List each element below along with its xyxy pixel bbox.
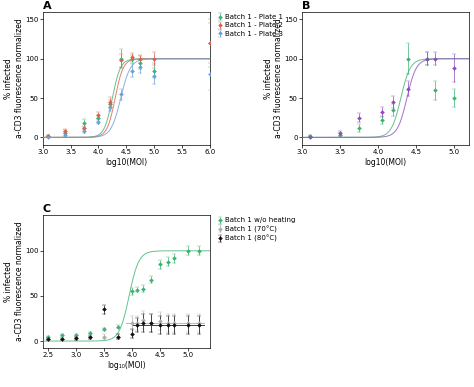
Legend: Batch 1 w/o heating, Batch 1 (70°C), Batch 1 (80°C): Batch 1 w/o heating, Batch 1 (70°C), Bat… (213, 215, 298, 245)
Text: C: C (43, 204, 51, 214)
Text: B: B (302, 1, 310, 11)
Legend: Batch 1, Batch 2: Batch 1, Batch 2 (473, 12, 474, 31)
X-axis label: log₁₀(MOI): log₁₀(MOI) (107, 361, 146, 370)
Y-axis label: % infected
a-CD3 fluorescence normalized: % infected a-CD3 fluorescence normalized (4, 19, 24, 138)
Y-axis label: % infected
a-CD3 fluorescence normalized: % infected a-CD3 fluorescence normalized (4, 222, 24, 341)
X-axis label: log10(MOI): log10(MOI) (105, 158, 147, 167)
X-axis label: log10(MOI): log10(MOI) (365, 158, 407, 167)
Text: A: A (43, 1, 51, 11)
Y-axis label: % infected
a-CD3 fluorescence normalized: % infected a-CD3 fluorescence normalized (264, 19, 283, 138)
Legend: Batch 1 - Plate 1, Batch 1 - Plate 2, Batch 1 - Plate 3: Batch 1 - Plate 1, Batch 1 - Plate 2, Ba… (213, 12, 286, 39)
